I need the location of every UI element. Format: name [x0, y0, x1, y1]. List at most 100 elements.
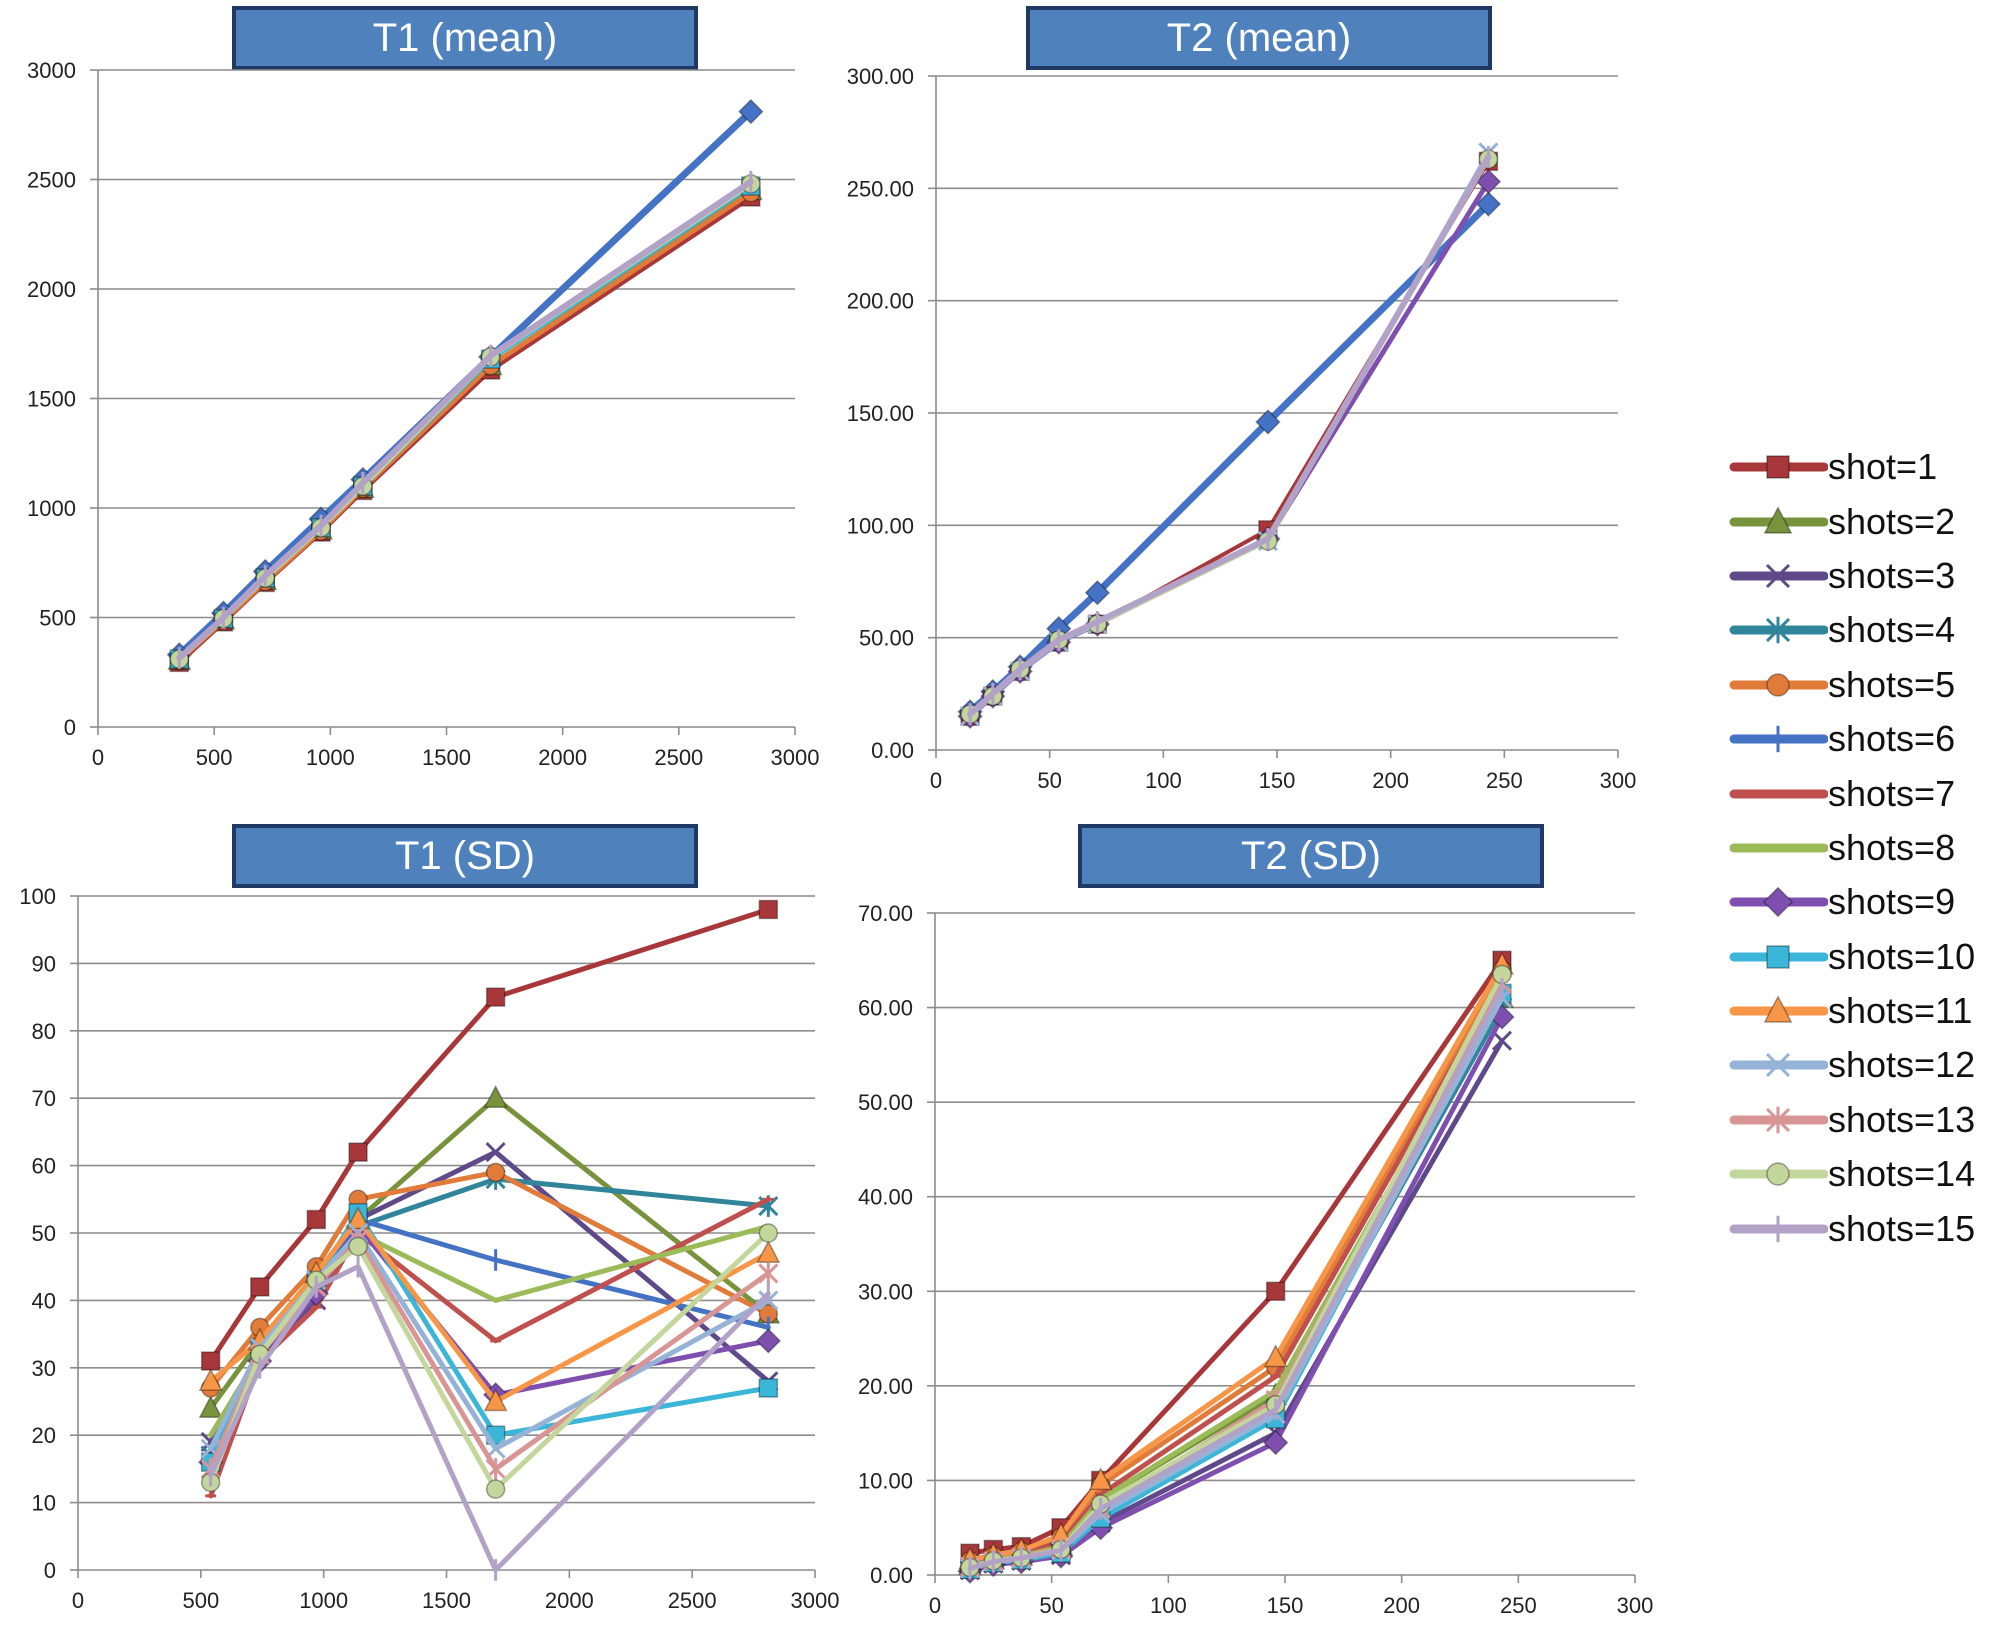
data-point-shot-1: [1265, 1281, 1286, 1302]
y-tick-label: 1000: [27, 496, 76, 521]
legend-item-shots-9: shots=9: [1728, 875, 1998, 929]
x-tick-label: 100: [1145, 768, 1182, 793]
data-point-shots-11: [1088, 1467, 1113, 1491]
series-shots-11: [957, 951, 1515, 1570]
x-tick-label: 150: [1267, 1593, 1304, 1618]
chart-title-t1-sd: T1 (SD): [232, 824, 698, 888]
series-shots-12: [959, 988, 1513, 1579]
series-line-shot-1: [208, 907, 771, 1364]
y-tick-label: 2500: [27, 168, 76, 193]
y-tick-label: 20.00: [858, 1374, 913, 1399]
x-tick-label: 2000: [538, 745, 587, 770]
legend-marker: [1763, 995, 1793, 1023]
series-line-shot-1: [176, 194, 754, 665]
y-tick-label: 0.00: [870, 1563, 913, 1588]
legend-label: shots=13: [1828, 1098, 1976, 1140]
chart-title-t1-mean: T1 (mean): [232, 6, 698, 70]
x-tick-label: 200: [1383, 1593, 1420, 1618]
series-line-shot-1: [968, 159, 1491, 719]
data-point-shots-11: [1263, 1344, 1288, 1368]
legend-marker: [1766, 673, 1790, 697]
y-tick-label: 50.00: [858, 1090, 913, 1115]
legend-swatch-shots-5: [1729, 673, 1828, 697]
chart-t2-sd: T2 (SD) 0.00 10.00 20.00 30.00 40.00 50.00 60.…: [850, 820, 1700, 1644]
legend-marker: [1763, 505, 1793, 534]
legend: shot=1 shots=2 shots=3 shots=4 shots=5 shots=…: [1728, 440, 1998, 1256]
series-line-shots-4: [967, 1005, 1505, 1571]
series-line-shots-13: [967, 981, 1505, 1569]
y-tick-label: 200.00: [847, 289, 914, 314]
series-line-shots-5: [208, 1169, 771, 1391]
y-tick-label: 1500: [27, 387, 76, 412]
legend-item-shots-11: shots=11: [1728, 984, 1998, 1038]
series-shots-2: [167, 177, 763, 670]
legend-marker: [1766, 1162, 1790, 1187]
legend-item-shots-2: shots=2: [1728, 494, 1998, 548]
x-tick-label: 2500: [654, 745, 703, 770]
legend-marker: [1765, 1106, 1791, 1134]
series-shot-1: [200, 899, 779, 1371]
y-tick-label: 3000: [27, 58, 76, 83]
series-line-shots-14: [968, 157, 1491, 717]
y-tick-label: 10: [32, 1491, 56, 1516]
y-tick-label: 0: [64, 715, 76, 740]
series-shot-1: [960, 151, 1499, 727]
series-shots-5: [169, 182, 761, 670]
data-point-shots-11: [483, 1388, 508, 1412]
chart-title-t2-mean: T2 (mean): [1026, 6, 1492, 70]
data-point-shots-11: [198, 1367, 223, 1392]
x-tick-label: 50: [1039, 1593, 1063, 1618]
series-line-shots-12: [968, 150, 1491, 719]
series-shots-7: [964, 976, 1508, 1567]
y-tick-label: 500: [39, 606, 76, 631]
legend-marker: [1766, 944, 1790, 969]
series-line-shots-6: [966, 200, 1492, 716]
data-point-shots-6: [1084, 579, 1111, 606]
legend-label: shots=2: [1828, 500, 1956, 542]
x-tick-label: 1000: [306, 745, 355, 770]
y-tick-label: 70.00: [858, 901, 913, 926]
data-point-shots-9: [1475, 168, 1502, 195]
legend-label: shots=7: [1828, 772, 1956, 814]
y-tick-label: 90: [32, 951, 56, 976]
y-tick-label: 50: [32, 1221, 56, 1246]
y-tick-label: 80: [32, 1019, 56, 1044]
y-tick-label: 40: [32, 1288, 56, 1313]
series-shots-14: [960, 964, 1512, 1578]
legend-marker: [1766, 455, 1790, 479]
legend-item-shot-1: shot=1: [1728, 440, 1998, 494]
y-tick-label: 70: [32, 1086, 56, 1111]
x-tick-label: 0: [929, 1593, 941, 1618]
y-tick-label: 30: [32, 1356, 56, 1381]
series-line-shots-5: [967, 967, 1505, 1564]
data-point-shots-6: [1255, 409, 1281, 435]
y-tick-label: 0: [44, 1558, 56, 1583]
legend-label: shots=15: [1828, 1207, 1976, 1249]
legend-item-shots-10: shots=10: [1728, 930, 1998, 984]
legend-label: shots=12: [1828, 1044, 1976, 1086]
y-tick-label: 60: [32, 1154, 56, 1179]
series-shot-1: [960, 950, 1512, 1563]
chart-t2-sd-plot: 0.00 10.00 20.00 30.00 40.00 50.00 60.00 70.00 0…: [858, 901, 1654, 1618]
legend-swatch-shots-3: [1729, 563, 1828, 589]
legend-item-shots-14: shots=14: [1728, 1147, 1998, 1201]
series-shots-15: [208, 1255, 771, 1581]
legend-label: shots=4: [1828, 609, 1956, 651]
x-tick-label: 1500: [422, 745, 471, 770]
legend-item-shots-12: shots=12: [1728, 1038, 1998, 1092]
legend-item-shots-7: shots=7: [1728, 766, 1998, 820]
data-point-shots-11: [346, 1206, 371, 1230]
data-point-shots-6: [1475, 191, 1502, 217]
legend-swatch-shots-14: [1729, 1162, 1828, 1187]
x-tick-label: 0: [72, 1588, 84, 1613]
data-point-shots-3: [485, 1142, 506, 1163]
x-tick-label: 50: [1037, 768, 1061, 793]
legend-swatch-shots-12: [1729, 1053, 1828, 1078]
legend-swatch-shots-4: [1729, 617, 1828, 644]
y-tick-label: 150.00: [847, 401, 914, 426]
y-tick-label: 30.00: [858, 1279, 913, 1304]
x-tick-label: 300: [1617, 1593, 1654, 1618]
x-tick-label: 2500: [668, 1588, 717, 1613]
